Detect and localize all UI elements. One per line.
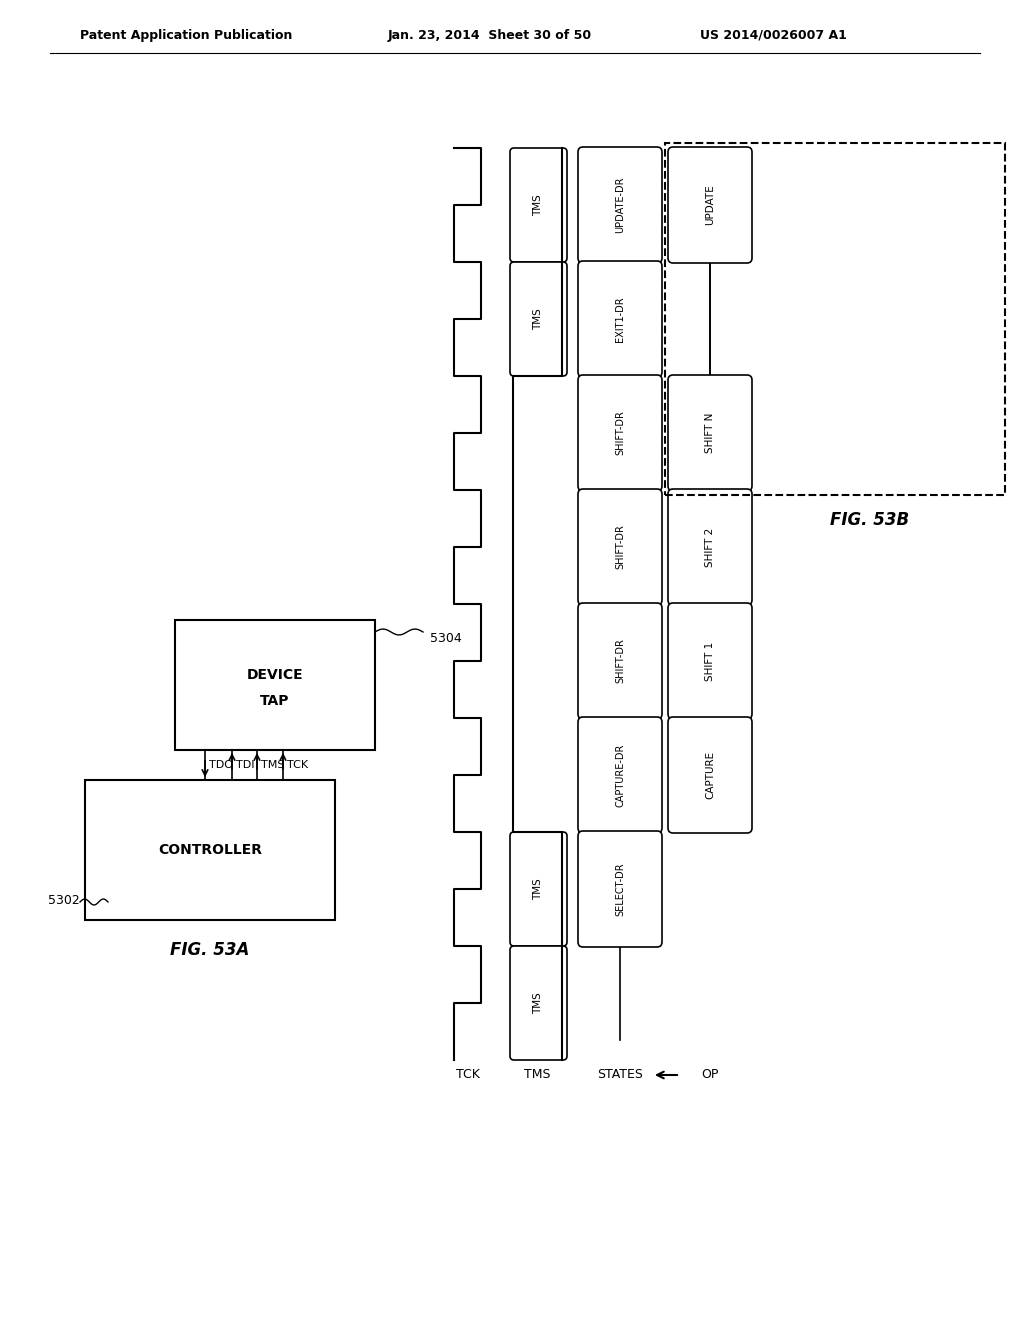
Text: FIG. 53A: FIG. 53A <box>170 941 250 960</box>
FancyBboxPatch shape <box>510 148 567 261</box>
FancyBboxPatch shape <box>578 717 662 833</box>
Text: CONTROLLER: CONTROLLER <box>158 843 262 857</box>
Text: Patent Application Publication: Patent Application Publication <box>80 29 293 41</box>
Text: UPDATE: UPDATE <box>705 185 715 226</box>
Text: SHIFT 2: SHIFT 2 <box>705 528 715 566</box>
FancyBboxPatch shape <box>578 832 662 946</box>
Text: FIG. 53B: FIG. 53B <box>830 511 909 529</box>
Text: SHIFT N: SHIFT N <box>705 413 715 453</box>
Text: TCK: TCK <box>287 760 308 770</box>
Text: CAPTURE: CAPTURE <box>705 751 715 799</box>
Text: TMS: TMS <box>524 1068 551 1081</box>
FancyBboxPatch shape <box>578 261 662 378</box>
Text: TCK: TCK <box>456 1068 479 1081</box>
Text: STATES: STATES <box>597 1068 643 1081</box>
Text: US 2014/0026007 A1: US 2014/0026007 A1 <box>700 29 847 41</box>
Text: SHIFT-DR: SHIFT-DR <box>615 524 625 569</box>
Text: OP: OP <box>701 1068 719 1081</box>
FancyBboxPatch shape <box>510 946 567 1060</box>
FancyBboxPatch shape <box>668 147 752 263</box>
FancyBboxPatch shape <box>668 375 752 491</box>
Text: DEVICE: DEVICE <box>247 668 303 682</box>
Text: SHIFT-DR: SHIFT-DR <box>615 411 625 455</box>
Text: TAP: TAP <box>260 694 290 708</box>
FancyBboxPatch shape <box>510 832 567 946</box>
Bar <box>175 620 375 750</box>
Text: EXIT1-DR: EXIT1-DR <box>615 296 625 342</box>
FancyBboxPatch shape <box>578 375 662 491</box>
Text: TDI: TDI <box>236 760 255 770</box>
Text: TMS: TMS <box>534 878 544 900</box>
FancyBboxPatch shape <box>578 488 662 605</box>
Bar <box>85 780 335 920</box>
Text: SELECT-DR: SELECT-DR <box>615 862 625 916</box>
Text: TDO: TDO <box>209 760 233 770</box>
Text: TMS: TMS <box>261 760 285 770</box>
FancyBboxPatch shape <box>668 717 752 833</box>
Text: SHIFT 1: SHIFT 1 <box>705 642 715 681</box>
Text: CAPTURE-DR: CAPTURE-DR <box>615 743 625 807</box>
Text: Jan. 23, 2014  Sheet 30 of 50: Jan. 23, 2014 Sheet 30 of 50 <box>388 29 592 41</box>
Text: UPDATE-DR: UPDATE-DR <box>615 177 625 234</box>
Text: 5302: 5302 <box>48 894 80 907</box>
Bar <box>665 143 1005 495</box>
FancyBboxPatch shape <box>510 261 567 376</box>
Text: TMS: TMS <box>534 194 544 216</box>
Text: TMS: TMS <box>534 993 544 1014</box>
FancyBboxPatch shape <box>578 147 662 263</box>
Text: 5304: 5304 <box>430 631 462 644</box>
FancyBboxPatch shape <box>668 603 752 719</box>
FancyBboxPatch shape <box>578 603 662 719</box>
Text: TMS: TMS <box>534 308 544 330</box>
Text: SHIFT-DR: SHIFT-DR <box>615 639 625 684</box>
FancyBboxPatch shape <box>668 488 752 605</box>
